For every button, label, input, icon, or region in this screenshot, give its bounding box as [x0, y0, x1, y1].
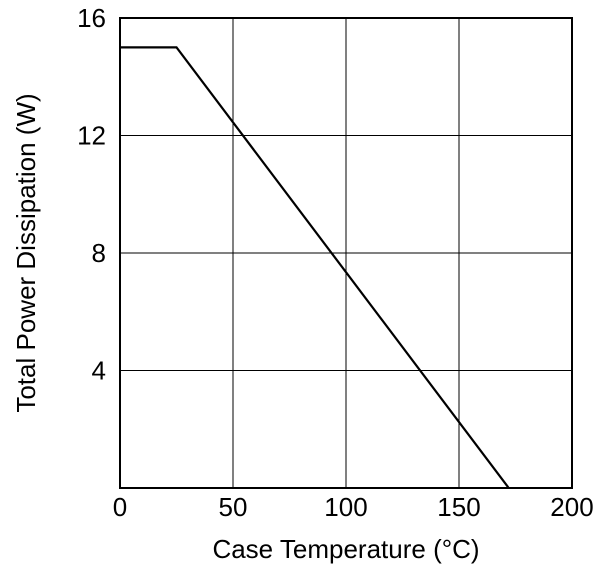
x-tick-labels: 0 50 100 150 200	[113, 492, 594, 522]
series-line-0	[120, 46, 510, 489]
y-axis-label: Total Power Dissipation (W)	[11, 93, 41, 412]
x-tick-label: 200	[550, 492, 593, 522]
x-tick-label: 100	[324, 492, 367, 522]
y-tick-labels: 4 8 12 16	[77, 3, 106, 386]
y-tick-label: 8	[92, 238, 106, 268]
x-tick-label: 0	[113, 492, 127, 522]
x-tick-label: 150	[437, 492, 480, 522]
grid-lines	[120, 18, 572, 488]
y-tick-label: 16	[77, 3, 106, 33]
x-tick-label: 50	[219, 492, 248, 522]
y-tick-label: 4	[92, 356, 106, 386]
plot-frame	[119, 17, 573, 489]
y-tick-label: 12	[77, 121, 106, 151]
series-layer	[120, 46, 510, 489]
x-axis-label: Case Temperature (°C)	[212, 534, 479, 564]
